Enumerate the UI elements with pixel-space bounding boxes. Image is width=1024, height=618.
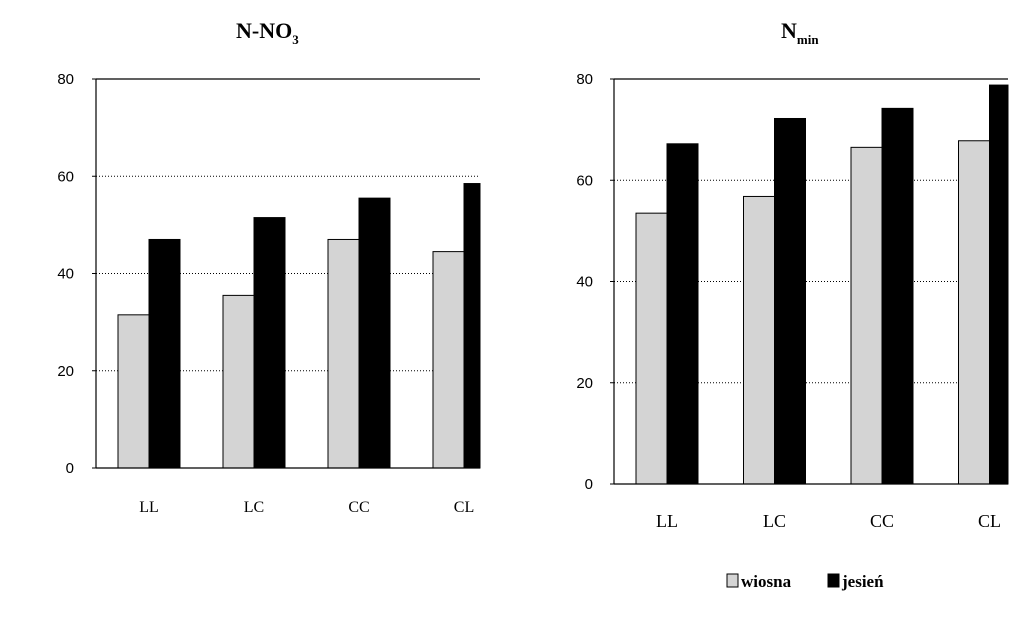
right-chart: 0 20 40 60 80 LL LC CC CL xyxy=(576,71,1009,531)
left-chart: 0 20 40 60 80 LL LC CC CL xyxy=(57,71,481,516)
right-chart-title: Nmin xyxy=(781,18,819,47)
legend-label-wiosna: wiosna xyxy=(741,572,792,591)
left-category-label: CL xyxy=(454,499,474,516)
left-bar-cl-jesien xyxy=(463,183,481,469)
left-ytick-label: 60 xyxy=(57,168,74,185)
right-bar-cc-jesien xyxy=(881,107,914,485)
left-ytick-label: 0 xyxy=(66,460,74,477)
left-bar-cc-jesien xyxy=(358,197,391,469)
left-bar-cc-wiosna xyxy=(327,238,360,469)
left-category-label: LC xyxy=(244,499,264,516)
left-bar-lc-wiosna xyxy=(222,294,255,469)
left-category-label: LL xyxy=(139,499,159,516)
right-bar-cl-wiosna xyxy=(958,140,990,485)
right-bar-ll-wiosna xyxy=(635,212,668,485)
left-bar-ll-jesien xyxy=(148,238,181,469)
left-chart-title: N-NO3 xyxy=(236,18,299,47)
right-ytick-label: 40 xyxy=(576,274,593,291)
right-bar-lc-wiosna xyxy=(743,195,775,485)
right-bar-cc-wiosna xyxy=(850,146,883,485)
left-bar-lc-jesien xyxy=(253,217,286,469)
right-ytick-label: 80 xyxy=(576,71,593,88)
left-bar-ll-wiosna xyxy=(117,314,150,469)
legend-swatch-jesien xyxy=(827,573,840,588)
left-category-label: CC xyxy=(348,499,369,516)
right-bar-lc-jesien xyxy=(774,117,806,485)
right-ytick-label: 20 xyxy=(576,375,593,392)
right-ytick-label: 0 xyxy=(585,476,593,493)
right-category-label: CL xyxy=(978,511,1001,531)
left-bar-cl-wiosna xyxy=(432,251,465,469)
right-bar-cl-jesien xyxy=(989,84,1009,485)
right-bar-ll-jesien xyxy=(666,143,699,485)
legend: wiosna jesień xyxy=(726,572,884,591)
left-ytick-label: 40 xyxy=(57,266,74,283)
right-category-label: LL xyxy=(656,511,678,531)
legend-label-jesien: jesień xyxy=(841,572,884,591)
right-ytick-label: 60 xyxy=(576,172,593,189)
right-category-label: LC xyxy=(763,511,786,531)
legend-swatch-wiosna xyxy=(726,573,739,588)
right-category-label: CC xyxy=(870,511,894,531)
left-ytick-label: 20 xyxy=(57,363,74,380)
left-ytick-label: 80 xyxy=(57,71,74,88)
